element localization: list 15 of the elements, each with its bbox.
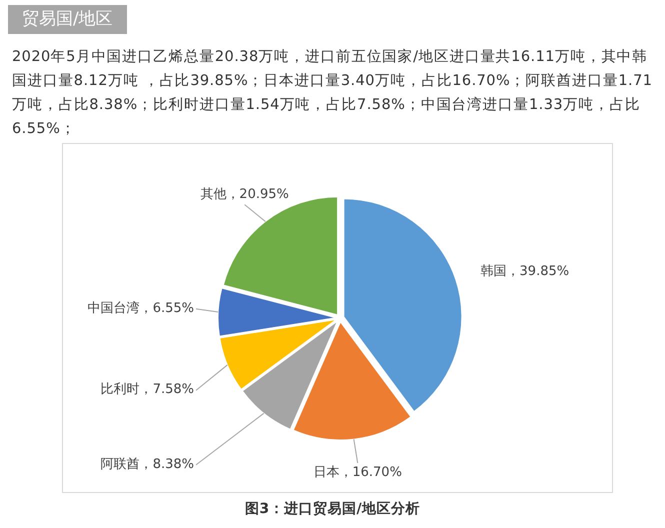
slice-label: 比利时 bbox=[100, 382, 140, 398]
slice-label: 其他 bbox=[200, 186, 226, 202]
data-label: ，6.55% bbox=[140, 300, 194, 316]
chart-subtitle: 2020年5月中国进口乙烯总量20.38万吨，进口前五位国家/地区进口量共16.11万吨，其中韩国进口量8.12万吨 ，占比39.85%；日本进口量3.40万吨，占比16.70%；阿联酋进口量1.71万吨，占比8.38%；比利时进口量1.54万吨，占比7.58%；中国台湾进口量1.33万吨，占比6.55%； bbox=[12, 48, 654, 139]
data-label: ，39.85% bbox=[506, 264, 570, 279]
data-label: ，20.95% bbox=[226, 186, 289, 202]
data-label: ，16.70% bbox=[339, 464, 402, 480]
slice-label: 阿联酋 bbox=[100, 456, 140, 472]
data-label: ，8.38% bbox=[140, 456, 194, 472]
caption: 图3：进口贸易国/地区分析 bbox=[244, 500, 422, 518]
chart-title: 贸易国/地区 bbox=[8, 5, 127, 34]
slice-label: 日本 bbox=[313, 464, 340, 480]
slice-label: 韩国 bbox=[480, 264, 507, 279]
data-label: ，7.58% bbox=[140, 382, 194, 398]
slice-label: 中国台湾 bbox=[88, 300, 140, 316]
